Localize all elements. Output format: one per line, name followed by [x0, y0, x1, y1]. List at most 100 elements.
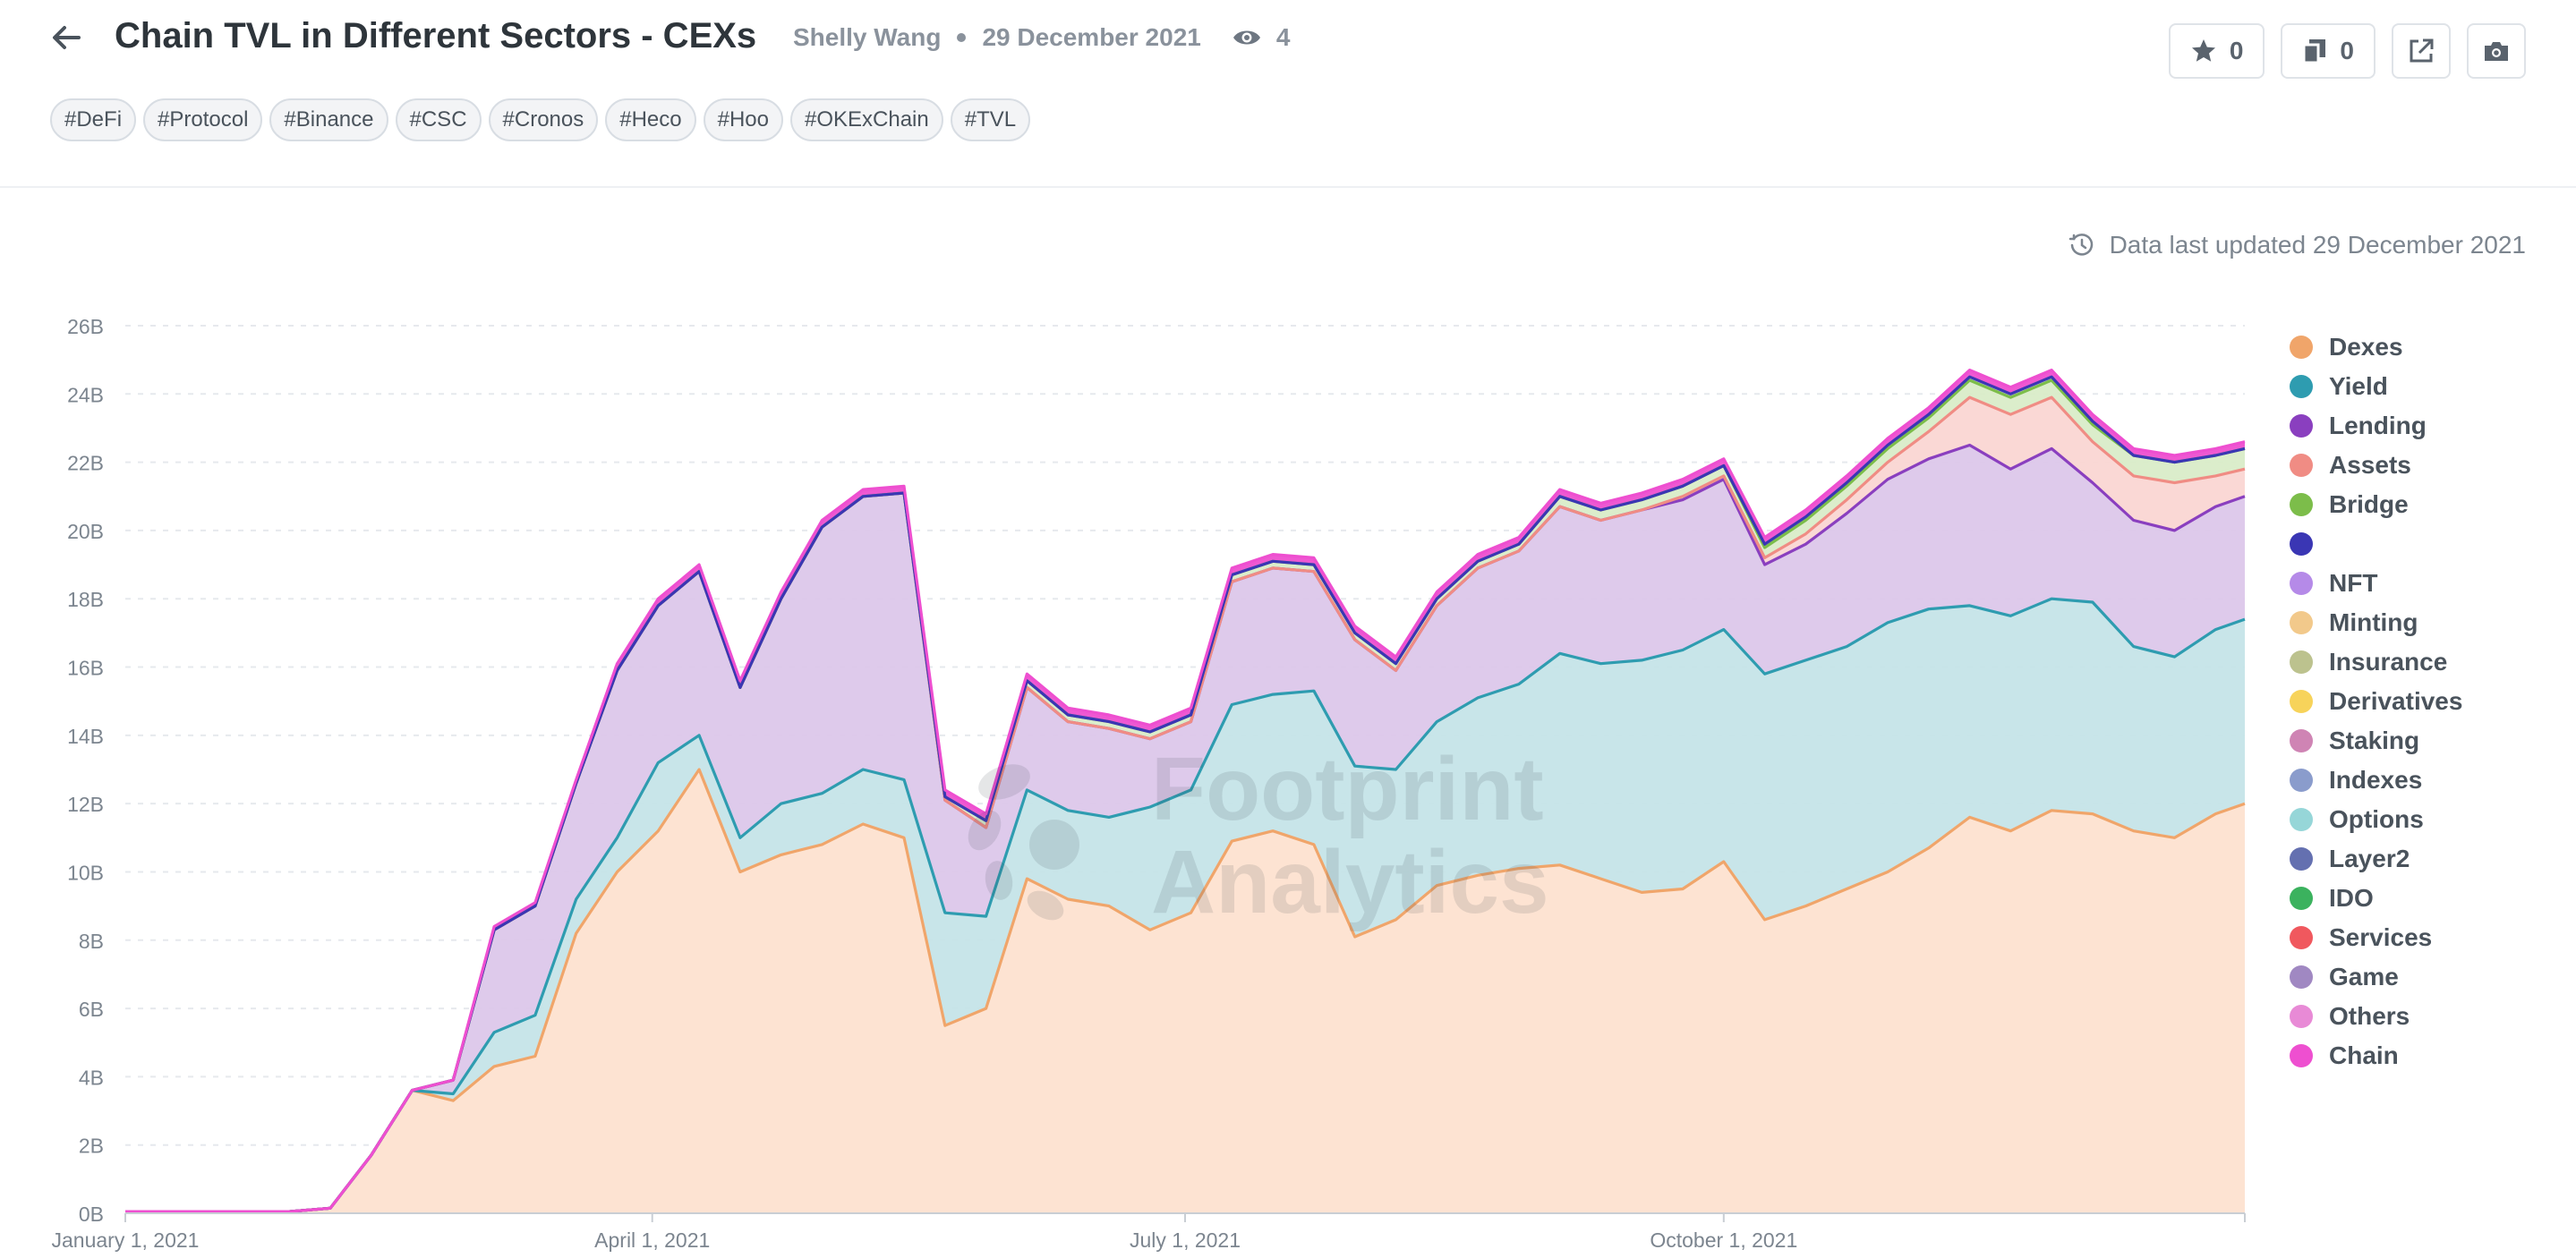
tvl-area-chart: 0B 2B 4B 6B 8B 10B 12B 14B 16B 18B 20B 22B 24B 26B Jan… — [52, 315, 2246, 1252]
back-button[interactable] — [45, 16, 88, 59]
legend-swatch — [2290, 454, 2313, 477]
tag-list: #DeFi #Protocol #Binance #CSC #Cronos #Heco #H… — [50, 98, 1031, 141]
x-tick-label: January 1, 2021 — [52, 1228, 200, 1252]
camera-icon — [2485, 42, 2508, 61]
legend-label: Assets — [2329, 451, 2411, 479]
legend-swatch — [2290, 1044, 2313, 1067]
legend-item[interactable] — [2290, 524, 2462, 564]
legend-label: Others — [2329, 1002, 2410, 1030]
y-tick-label: 0B — [79, 1203, 104, 1226]
y-tick-label: 22B — [67, 452, 104, 475]
favorite-button[interactable]: 0 — [2168, 23, 2265, 79]
legend-item[interactable]: Dexes — [2290, 327, 2462, 367]
legend-item[interactable]: Assets — [2290, 446, 2462, 485]
publish-date: 29 December 2021 — [982, 23, 1201, 51]
legend-item[interactable]: Services — [2290, 918, 2462, 957]
legend-label: Chain — [2329, 1041, 2399, 1069]
legend-swatch — [2290, 375, 2313, 398]
legend-label: Services — [2329, 923, 2433, 951]
legend-item[interactable]: Lending — [2290, 406, 2462, 446]
views-count: 4 — [1232, 23, 1290, 52]
legend-item[interactable]: Staking — [2290, 721, 2462, 761]
area-lending[interactable] — [125, 445, 2245, 1212]
legend-item[interactable]: Options — [2290, 800, 2462, 839]
y-tick-label: 14B — [67, 725, 104, 748]
legend-label: Yield — [2329, 372, 2388, 400]
legend-swatch — [2290, 1005, 2313, 1028]
y-tick-label: 16B — [67, 657, 104, 680]
legend-item[interactable]: Chain — [2290, 1036, 2462, 1075]
eye-icon — [1233, 30, 1260, 45]
legend-swatch — [2290, 887, 2313, 910]
legend-swatch — [2290, 650, 2313, 674]
y-tick-label: 24B — [67, 383, 104, 406]
line-dexes — [125, 768, 2246, 1213]
legend-item[interactable]: Layer2 — [2290, 839, 2462, 879]
legend-label: Lending — [2329, 412, 2427, 439]
legend-item[interactable]: Derivatives — [2290, 682, 2462, 721]
legend-item[interactable]: Yield — [2290, 367, 2462, 406]
x-tick-label: April 1, 2021 — [594, 1228, 710, 1252]
chart-areas — [125, 370, 2245, 1213]
separator-dot — [957, 33, 967, 42]
legend-item[interactable]: NFT — [2290, 564, 2462, 603]
chart-lines — [125, 369, 2246, 1213]
y-tick-label: 18B — [67, 588, 104, 611]
legend-label: Derivatives — [2329, 687, 2463, 715]
legend-label: Indexes — [2329, 766, 2423, 794]
tag-chip[interactable]: #Hoo — [703, 98, 783, 141]
favorite-count: 0 — [2229, 37, 2244, 64]
tag-chip[interactable]: #DeFi — [50, 98, 137, 141]
legend-swatch — [2290, 414, 2313, 438]
legend-item[interactable]: Insurance — [2290, 642, 2462, 682]
legend-swatch — [2290, 769, 2313, 792]
legend-label: Layer2 — [2329, 845, 2410, 872]
chart-meta: Shelly Wang 29 December 2021 4 — [793, 23, 1290, 52]
tag-chip[interactable]: #CSC — [395, 98, 482, 141]
copy-icon — [2302, 39, 2326, 64]
y-tick-label: 20B — [67, 520, 104, 543]
y-tick-label: 26B — [67, 315, 104, 338]
legend-label: Minting — [2329, 608, 2418, 636]
tag-chip[interactable]: #TVL — [950, 98, 1031, 141]
copy-count: 0 — [2340, 37, 2354, 64]
area-yield[interactable] — [125, 599, 2245, 1212]
x-tick-label: July 1, 2021 — [1130, 1228, 1241, 1252]
legend-label: Game — [2329, 963, 2399, 990]
legend-item[interactable]: Bridge — [2290, 485, 2462, 524]
arrow-left-icon — [53, 26, 81, 49]
legend-item[interactable]: Others — [2290, 997, 2462, 1036]
area-dexes[interactable] — [125, 769, 2245, 1213]
legend-item[interactable]: Indexes — [2290, 761, 2462, 800]
copy-button[interactable]: 0 — [2281, 23, 2376, 79]
legend-label: Bridge — [2329, 490, 2409, 518]
legend-label: Dexes — [2329, 333, 2403, 361]
legend-swatch — [2290, 808, 2313, 831]
y-tick-label: 12B — [67, 793, 104, 816]
y-tick-label: 8B — [79, 930, 104, 953]
legend-swatch — [2290, 572, 2313, 595]
legend-label: IDO — [2329, 884, 2374, 912]
legend-item[interactable]: IDO — [2290, 879, 2462, 918]
last-updated-text: Data last updated 29 December 2021 — [2109, 231, 2526, 259]
legend-swatch — [2290, 532, 2313, 556]
legend-swatch — [2290, 690, 2313, 713]
tag-chip[interactable]: #Protocol — [143, 98, 263, 141]
legend-label: Insurance — [2329, 648, 2448, 676]
legend-label: Options — [2329, 805, 2424, 833]
tag-chip[interactable]: #Cronos — [488, 98, 599, 141]
legend-item[interactable]: Game — [2290, 957, 2462, 997]
snapshot-button[interactable] — [2467, 23, 2526, 79]
author-name[interactable]: Shelly Wang — [793, 23, 942, 51]
share-button[interactable] — [2392, 23, 2451, 79]
tag-chip[interactable]: #OKExChain — [790, 98, 943, 141]
legend-swatch — [2290, 493, 2313, 516]
legend-label: NFT — [2329, 569, 2378, 597]
legend-item[interactable]: Minting — [2290, 603, 2462, 642]
tag-chip[interactable]: #Heco — [605, 98, 696, 141]
external-link-icon — [2410, 38, 2434, 63]
legend-swatch — [2290, 336, 2313, 359]
legend-swatch — [2290, 965, 2313, 989]
tag-chip[interactable]: #Binance — [269, 98, 388, 141]
legend-swatch — [2290, 611, 2313, 634]
